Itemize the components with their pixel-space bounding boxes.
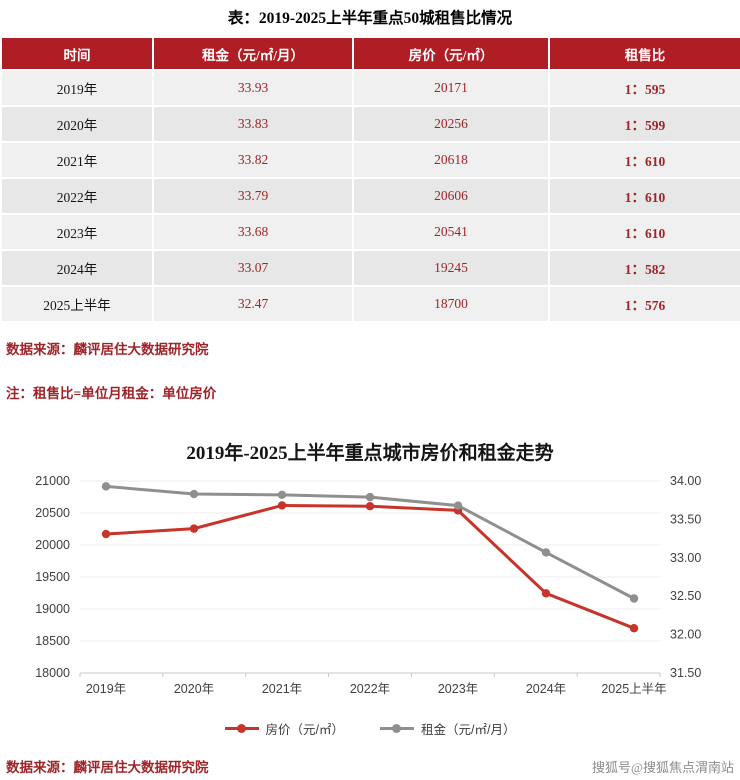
cell-price: 20541: [352, 213, 550, 251]
footer: 数据来源：麟评居住大数据研究院 搜狐号@搜狐焦点渭南站: [0, 756, 740, 776]
chart-legend: 房价（元/㎡） 租金（元/㎡/月）: [0, 719, 740, 738]
price-line-marker: [101, 529, 111, 539]
legend-marker-icon: [380, 724, 415, 733]
legend-label: 租金（元/㎡/月）: [421, 723, 516, 737]
table-row: 2019年 33.93 20171 1：595: [0, 69, 740, 107]
watermark-text: 搜狐号@搜狐焦点渭南站: [592, 759, 734, 775]
bottom-data-source: 数据来源：麟评居住大数据研究院: [6, 760, 209, 775]
cell-price: 20618: [352, 141, 550, 179]
cell-ratio: 1：582: [548, 249, 740, 287]
cell-time: 2021年: [0, 141, 154, 179]
cell-ratio: 1：610: [548, 177, 740, 215]
left-axis-tick-label: 19000: [35, 602, 70, 616]
left-axis-tick-label: 21000: [35, 474, 70, 488]
table-row: 2020年 33.83 20256 1：599: [0, 105, 740, 143]
cell-time: 2025上半年: [0, 285, 154, 323]
cell-ratio: 1：599: [548, 105, 740, 143]
cell-ratio: 1：610: [548, 213, 740, 251]
price-line-marker: [541, 589, 551, 598]
col-header-ratio: 租售比: [548, 36, 740, 71]
left-axis-tick-label: 18000: [35, 666, 70, 680]
data-source-note: 数据来源：麟评居住大数据研究院: [6, 342, 209, 357]
col-header-rent: 租金（元/㎡/月）: [152, 36, 354, 71]
cell-ratio: 1：595: [548, 69, 740, 107]
cell-time: 2019年: [0, 69, 154, 107]
left-axis-tick-label: 20000: [35, 538, 70, 552]
chart-title: 2019年-2025上半年重点城市房价和租金走势: [186, 443, 554, 464]
right-axis-tick-label: 33.50: [670, 512, 701, 526]
cell-rent: 33.07: [152, 249, 354, 287]
legend-item: 房价（元/㎡）: [224, 719, 345, 738]
cell-rent: 33.93: [152, 69, 354, 107]
price-line: [105, 503, 635, 630]
rent-line-marker: [629, 594, 639, 603]
chart-area: 18000 18500 19000 19500 20000 20500 21000 31.50…: [0, 467, 740, 738]
table-row: 2024年 33.07 19245 1：582: [0, 249, 740, 287]
rent-line-marker: [277, 490, 287, 500]
right-axis-tick-label: 32.00: [670, 628, 701, 642]
cell-rent: 33.79: [152, 177, 354, 215]
left-axis-tick-label: 19500: [35, 570, 70, 584]
table-row: 2021年 33.82 20618 1：610: [0, 141, 740, 179]
table-row: 2022年 33.79 20606 1：610: [0, 177, 740, 215]
rent-ratio-table: 时间 租金（元/㎡/月） 房价（元/㎡） 租售比 2019年 33.93 201…: [0, 36, 740, 323]
rent-line-marker: [189, 489, 199, 499]
cell-ratio: 1：576: [548, 285, 740, 323]
price-line-marker: [277, 501, 287, 510]
cell-rent: 32.47: [152, 285, 354, 323]
x-axis-category-label: 2025上半年: [601, 682, 666, 696]
cell-price: 20256: [352, 105, 550, 143]
rent-line-marker: [365, 492, 375, 502]
ratio-definition-note: 注：租售比=单位月租金：单位房价: [6, 386, 217, 401]
right-axis-tick-label: 34.00: [670, 474, 701, 488]
rent-line-marker: [101, 482, 111, 491]
rent-line-marker: [453, 501, 463, 510]
x-axis-category-label: 2019年: [86, 682, 126, 696]
cell-time: 2020年: [0, 105, 154, 143]
right-axis-tick-label: 33.00: [670, 551, 701, 565]
cell-price: 20171: [352, 69, 550, 107]
legend-marker-icon: [224, 724, 259, 733]
cell-price: 20606: [352, 177, 550, 215]
table-row: 2025上半年 32.47 18700 1：576: [0, 285, 740, 323]
cell-ratio: 1：610: [548, 141, 740, 179]
x-axis-category-label: 2022年: [350, 682, 390, 696]
left-axis-tick-label: 20500: [35, 506, 70, 520]
cell-rent: 33.82: [152, 141, 354, 179]
table-title: 表：2019-2025上半年重点50城租售比情况: [227, 10, 513, 27]
x-axis-category-label: 2024年: [526, 682, 566, 696]
cell-price: 18700: [352, 285, 550, 323]
cell-price: 19245: [352, 249, 550, 287]
col-header-time: 时间: [0, 36, 154, 71]
trend-chart: 18000 18500 19000 19500 20000 20500 21000 31.50…: [35, 474, 701, 696]
left-axis-tick-label: 18500: [35, 634, 70, 648]
col-header-price: 房价（元/㎡）: [352, 36, 550, 71]
cell-time: 2024年: [0, 249, 154, 287]
legend-item: 租金（元/㎡/月）: [380, 719, 515, 738]
price-line-marker: [189, 524, 199, 533]
cell-rent: 33.83: [152, 105, 354, 143]
cell-time: 2022年: [0, 177, 154, 215]
right-axis-tick-label: 32.50: [670, 589, 701, 603]
right-axis-tick-label: 31.50: [670, 666, 701, 680]
price-line-marker: [365, 502, 375, 511]
x-axis-category-label: 2021年: [262, 682, 302, 696]
x-axis-category-label: 2020年: [174, 682, 214, 696]
x-axis-category-label: 2023年: [438, 682, 478, 696]
price-line-marker: [629, 624, 639, 633]
cell-rent: 33.68: [152, 213, 354, 251]
table-row: 2023年 33.68 20541 1：610: [0, 213, 740, 251]
table-header-row: 时间 租金（元/㎡/月） 房价（元/㎡） 租售比: [0, 36, 740, 71]
legend-label: 房价（元/㎡）: [265, 723, 345, 737]
cell-time: 2023年: [0, 213, 154, 251]
rent-line-marker: [541, 548, 551, 557]
